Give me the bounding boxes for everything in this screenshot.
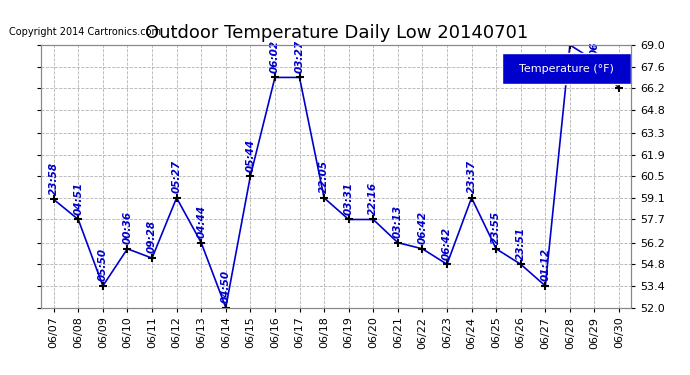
Text: 23:51: 23:51	[515, 226, 526, 260]
Text: 05:27: 05:27	[172, 160, 181, 193]
Text: 01:12: 01:12	[540, 248, 551, 281]
Text: 03:27: 03:27	[295, 40, 304, 73]
Text: 04:51: 04:51	[73, 182, 83, 215]
Text: Temperature (°F): Temperature (°F)	[519, 64, 614, 74]
Text: 04:44: 04:44	[196, 205, 206, 238]
Title: Outdoor Temperature Daily Low 20140701: Outdoor Temperature Daily Low 20140701	[145, 24, 528, 42]
FancyBboxPatch shape	[502, 53, 631, 84]
Text: 06:02: 06:02	[270, 40, 280, 73]
Text: 05:50: 05:50	[98, 248, 108, 281]
Text: 06:42: 06:42	[417, 211, 427, 244]
Text: Copyright 2014 Cartronics.com: Copyright 2014 Cartronics.com	[9, 27, 161, 37]
Text: 06: 06	[589, 41, 600, 56]
Text: 00:36: 00:36	[122, 211, 132, 244]
Text: 06:42: 06:42	[442, 226, 452, 260]
Text: 05:44: 05:44	[246, 138, 255, 171]
Text: 23:33: 23:33	[614, 50, 624, 84]
Text: 03:13: 03:13	[393, 205, 403, 238]
Text: 23:55: 23:55	[491, 211, 501, 244]
Text: 23:58: 23:58	[49, 162, 59, 195]
Text: 23:37: 23:37	[466, 160, 477, 193]
Text: 03:31: 03:31	[344, 182, 354, 215]
Text: 09:28: 09:28	[147, 220, 157, 254]
Text: 04:50: 04:50	[221, 270, 230, 303]
Text: 22:16: 22:16	[368, 182, 378, 215]
Text: 22:05: 22:05	[319, 160, 329, 193]
